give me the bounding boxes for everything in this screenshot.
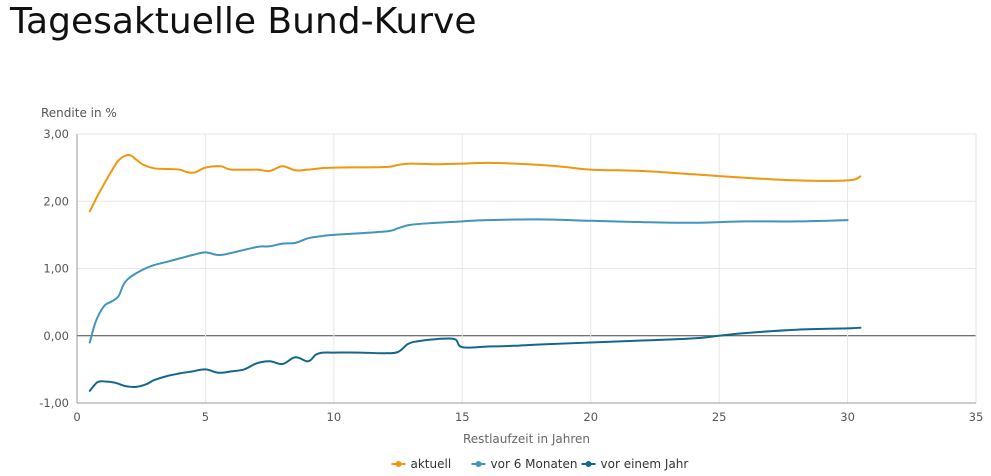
legend: aktuell vor 6 Monaten vor einem Jahr: [391, 457, 689, 471]
x-tick-label: 0: [73, 410, 80, 424]
plot-area: [88, 153, 862, 392]
legend-item: vor 6 Monaten: [471, 457, 578, 471]
y-tick-label: 2,00: [43, 194, 69, 208]
x-tick-label: 25: [712, 410, 727, 424]
legend-swatch-dot: [585, 461, 592, 467]
x-tick-label: 10: [327, 410, 342, 424]
legend-swatch-dot: [475, 461, 482, 467]
axes: -1,00 0,00 1,00 2,00 3,00 0 5 10 15 20 25 30 35 Rendi…: [39, 106, 983, 446]
legend-item: aktuell: [391, 457, 452, 471]
grid: [77, 133, 977, 404]
x-tick-label: 5: [202, 410, 209, 424]
x-axis-label: Restlaufzeit in Jahren: [463, 432, 590, 446]
legend-item: vor einem Jahr: [581, 457, 689, 471]
legend-label: vor einem Jahr: [601, 457, 689, 471]
y-tick-label: 1,00: [43, 262, 69, 276]
x-tick-label: 20: [583, 410, 598, 424]
legend-swatch-dot: [395, 461, 402, 467]
series-line-2: [88, 218, 849, 344]
legend-label: vor 6 Monaten: [491, 457, 578, 471]
y-tick-label: -1,00: [39, 396, 69, 410]
page-title: Tagesaktuelle Bund-Kurve: [10, 1, 477, 42]
y-tick-label: 0,00: [43, 329, 69, 343]
x-tick-label: 15: [455, 410, 470, 424]
y-tick-label: 3,00: [43, 127, 69, 141]
y-axis-label: Rendite in %: [41, 106, 117, 120]
legend-label: aktuell: [411, 457, 452, 471]
series-line-3: [88, 326, 862, 392]
x-tick-label: 35: [969, 410, 984, 424]
series-line-1: [88, 153, 862, 213]
x-tick-label: 30: [840, 410, 855, 424]
